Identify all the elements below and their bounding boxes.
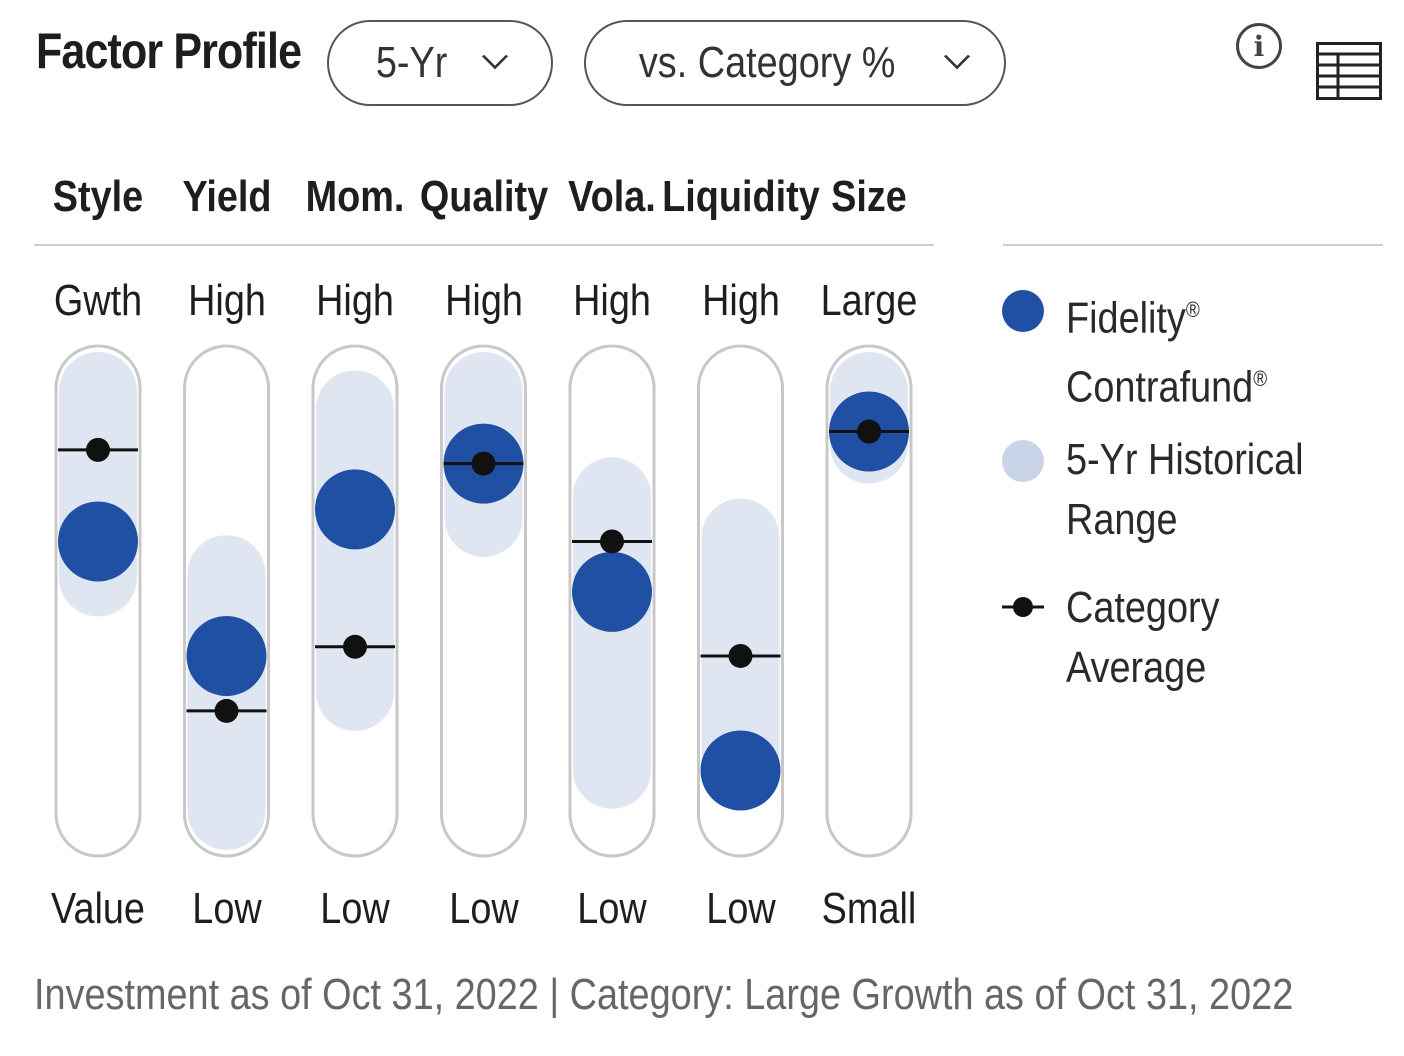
historical-range-mom [316, 370, 394, 731]
legend-fund-name-2: Contrafund [1066, 362, 1254, 412]
category-average-dot-liquidity [728, 643, 753, 668]
legend-fund-name: Fidelity [1066, 293, 1186, 343]
category-average-dot-mom [343, 634, 367, 659]
factor-header-quality: Quality [419, 172, 548, 221]
factor-header-vola: Vola. [568, 172, 656, 221]
compare-select-value: vs. Category % [638, 38, 896, 87]
legend-category-label: Category [1066, 583, 1220, 632]
info-icon[interactable]: i [1236, 23, 1282, 69]
legend-divider [1003, 244, 1383, 246]
factor-top-label-liquidity: High [701, 276, 780, 325]
factor-header-style: Style [52, 172, 144, 221]
header-divider [34, 244, 934, 246]
category-average-dot-vola [600, 529, 624, 554]
chevron-down-icon [942, 50, 972, 76]
factor-bottom-label-style: Value [51, 884, 145, 933]
factor-header-yield: Yield [181, 172, 272, 221]
factor-top-label-mom: High [316, 276, 394, 325]
category-average-dot-style [86, 437, 110, 462]
factor-bottom-label-liquidity: Low [705, 884, 776, 933]
fund-dot-yield [186, 615, 267, 696]
factor-top-label-vola: High [573, 276, 651, 325]
factor-bottom-label-vola: Low [577, 884, 647, 933]
chevron-down-icon [480, 50, 510, 76]
factor-top-label-size: Large [820, 276, 918, 325]
fund-dot-mom [315, 469, 395, 550]
category-average-dot-quality [471, 451, 496, 476]
fund-dot-vola [572, 551, 652, 632]
factor-bottom-label-yield: Low [191, 884, 262, 933]
legend-range-label: 5-Yr Historical [1066, 435, 1304, 484]
fund-dot-liquidity [700, 730, 781, 811]
category-average-icon [1002, 597, 1044, 617]
category-average-dot-size [857, 419, 881, 444]
range-dot-icon [1002, 440, 1044, 482]
page-title: Factor Profile [36, 23, 302, 79]
factor-header-size: Size [831, 172, 907, 221]
factor-header-mom: Mom. [305, 172, 405, 221]
factor-top-label-quality: High [444, 276, 523, 325]
compare-select[interactable]: vs. Category % [584, 20, 1006, 106]
factor-bottom-label-mom: Low [320, 884, 390, 933]
historical-range-vola [573, 457, 651, 809]
category-average-dot-yield [214, 698, 239, 723]
factor-bottom-label-size: Small [821, 884, 917, 933]
legend-category-label-2: Average [1066, 643, 1207, 692]
legend-range-label-2: Range [1066, 495, 1178, 544]
fund-dot-style [58, 501, 138, 582]
factor-header-liquidity: Liquidity [661, 172, 820, 221]
factor-top-label-style: Gwth [53, 276, 143, 325]
table-view-icon[interactable] [1316, 42, 1382, 100]
period-select-value: 5-Yr [376, 38, 448, 87]
fund-dot-icon [1002, 290, 1044, 332]
factor-bottom-label-quality: Low [448, 884, 519, 933]
period-select[interactable]: 5-Yr [327, 20, 553, 106]
factor-top-label-yield: High [187, 276, 266, 325]
footer-note: Investment as of Oct 31, 2022 | Category… [34, 970, 1294, 1019]
